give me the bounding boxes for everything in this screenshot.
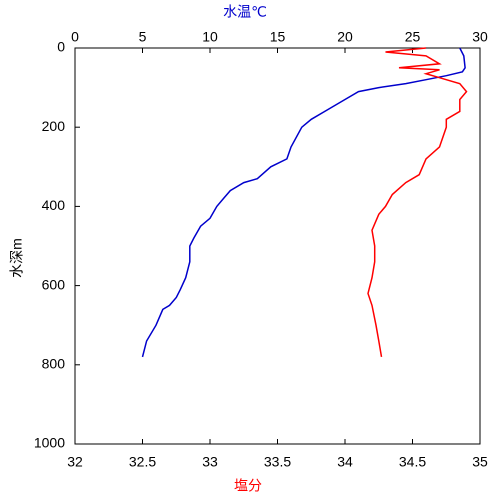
y-tick-label: 400 <box>42 197 66 213</box>
x-tick-label: 33 <box>202 454 218 470</box>
x-tick-label: 32.5 <box>129 454 156 470</box>
y-tick-label: 600 <box>42 276 66 292</box>
x2-tick-label: 30 <box>472 29 488 45</box>
x2-tick-label: 0 <box>71 29 79 45</box>
profile-line <box>141 47 466 358</box>
y-tick-label: 800 <box>42 356 66 372</box>
x2-tick-label: 10 <box>202 29 218 45</box>
y-axis-title: 水深m <box>9 238 25 278</box>
profile-line <box>367 47 468 358</box>
x-tick-label: 35 <box>472 454 488 470</box>
x-tick-label: 32 <box>67 454 83 470</box>
x-tick-label: 33.5 <box>264 454 291 470</box>
y-tick-label: 200 <box>42 118 66 134</box>
x-tick-label: 34.5 <box>399 454 426 470</box>
plot-frame <box>74 47 481 445</box>
x2-tick-label: 25 <box>405 29 421 45</box>
x2-tick-label: 20 <box>337 29 353 45</box>
y-tick-label: 1000 <box>34 435 65 451</box>
x2-tick-label: 15 <box>270 29 286 45</box>
x2-axis-title: 水温℃ <box>223 4 267 20</box>
x2-tick-label: 5 <box>139 29 147 45</box>
x-axis-title: 塩分 <box>234 478 262 494</box>
y-tick-label: 0 <box>57 39 65 55</box>
x-tick-label: 34 <box>337 454 353 470</box>
